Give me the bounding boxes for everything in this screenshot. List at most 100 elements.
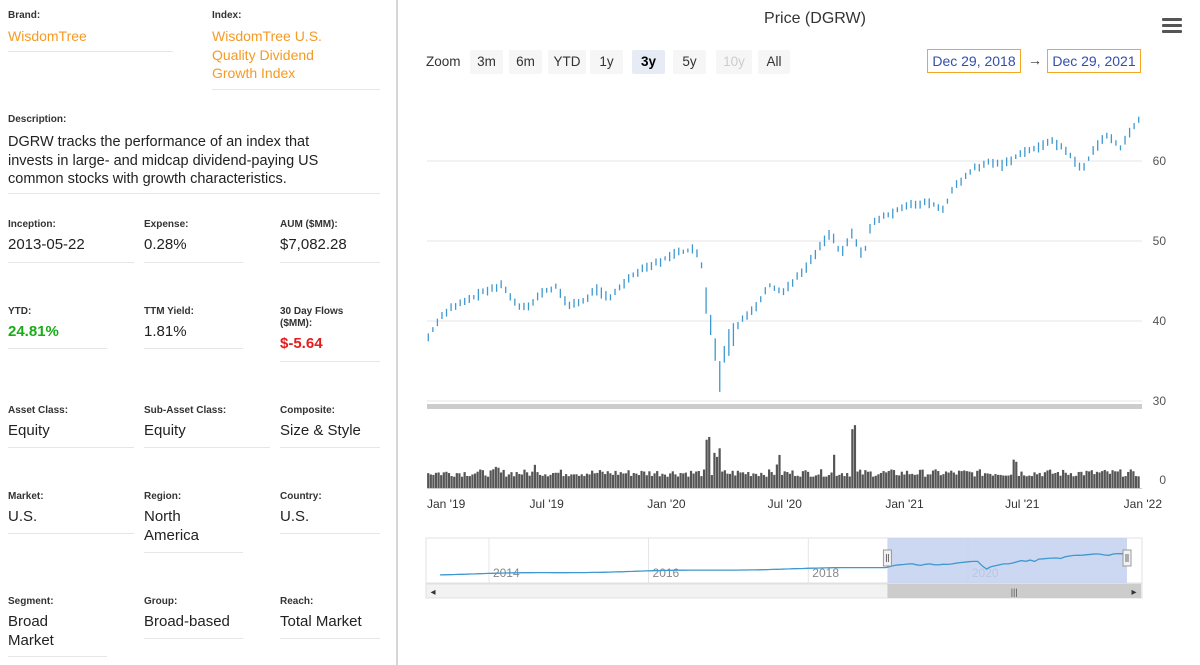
segment-line-2: Market (8, 631, 54, 649)
market-cell: Market: U.S. (8, 491, 134, 534)
volume-bar (609, 473, 612, 488)
volume-bar (1062, 469, 1065, 488)
volume-bar (1137, 476, 1140, 488)
volume-bar (809, 476, 812, 488)
reach-cell: Reach: Total Market (280, 596, 380, 639)
volume-bar (770, 472, 773, 488)
volume-bar (624, 473, 628, 488)
volume-bar (598, 470, 602, 488)
volume-bar (1090, 470, 1093, 488)
country-label: Country: (280, 491, 322, 502)
sub-asset-class-value: Equity (144, 422, 186, 439)
volume-bar (432, 474, 435, 488)
volume-bar (788, 473, 792, 488)
navigator-handle-left[interactable] (882, 549, 892, 567)
zoom-button-ytd[interactable]: YTD (548, 50, 586, 74)
description-line-2: invests in large- and midcap dividend-pa… (8, 152, 319, 169)
volume-bar (1101, 471, 1104, 488)
region-cell: Region: North America (144, 491, 243, 553)
volume-bar (918, 469, 922, 488)
expense-cell: Expense: 0.28% (144, 219, 243, 263)
volume-bar (705, 439, 708, 488)
volume-bar (653, 473, 656, 488)
volume-bar (1072, 476, 1075, 488)
volume-bar (1054, 472, 1057, 488)
navigator-handle-right[interactable] (1122, 549, 1132, 567)
ttm-yield-label: TTM Yield: (144, 306, 194, 317)
volume-bar (859, 469, 862, 488)
volume-bar (1020, 471, 1023, 488)
range-from-input[interactable]: Dec 29, 2018 (927, 49, 1021, 73)
volume-bar (1067, 474, 1070, 488)
group-label: Group: (144, 596, 178, 607)
volume-bar (905, 470, 909, 488)
country-value: U.S. (280, 508, 310, 525)
volume-bar (476, 471, 479, 488)
inception-label: Inception: (8, 219, 56, 230)
asset-class-label: Asset Class: (8, 405, 69, 416)
ttm-yield-value: 1.81% (144, 323, 187, 340)
scrollbar-left-arrow-icon[interactable]: ◂ (430, 587, 435, 598)
volume-bar (1111, 470, 1114, 488)
volume-bar (736, 470, 739, 488)
volume-bar (1004, 475, 1007, 488)
volume-bar (1119, 469, 1122, 488)
volume-bar (843, 476, 846, 488)
volume-bar (463, 472, 466, 488)
range-arrow: → (1028, 52, 1042, 68)
volume-bar (879, 472, 883, 488)
volume-bar (713, 452, 716, 488)
volume-bar (700, 476, 703, 488)
zoom-button-5y[interactable]: 5y (673, 50, 706, 74)
volume-bar (1064, 472, 1067, 488)
reach-value: Total Market (280, 613, 362, 630)
scrollbar-thumb[interactable] (887, 584, 1141, 598)
volume-bar (596, 472, 599, 488)
volume-bar (989, 473, 992, 488)
zoom-button-3y[interactable]: 3y (632, 50, 665, 74)
zoom-button-all[interactable]: All (758, 50, 790, 74)
volume-bar (965, 471, 968, 488)
volume-bar (583, 475, 586, 488)
volume-bar (718, 448, 721, 488)
volume-bar (726, 473, 729, 488)
volume-bar (999, 474, 1002, 488)
volume-bar (643, 471, 646, 488)
zoom-button-3m[interactable]: 3m (470, 50, 503, 74)
scrollbar-right-arrow-icon[interactable]: ▸ (1131, 587, 1136, 598)
volume-bar (458, 473, 461, 488)
ytd-cell: YTD: 24.81% (8, 306, 107, 349)
volume-bar (702, 469, 706, 488)
volume-bar (1108, 473, 1112, 488)
volume-bar (937, 471, 940, 488)
description-cell: Description: DGRW tracks the performance… (8, 114, 380, 194)
volume-bar (544, 474, 547, 488)
volume-bar (780, 474, 784, 488)
volume-bar (494, 466, 497, 488)
volume-bar (453, 476, 456, 488)
volume-bar (960, 471, 963, 488)
volume-bar (1043, 472, 1047, 488)
index-line-1: WisdomTree U.S. (212, 28, 322, 44)
zoom-button-1y[interactable]: 1y (590, 50, 623, 74)
index-value: WisdomTree U.S. Quality Dividend Growth … (212, 27, 380, 83)
zoom-button-6m[interactable]: 6m (509, 50, 542, 74)
volume-bar (674, 474, 677, 488)
volume-bar (1009, 474, 1013, 488)
x-axis-tick-label: Jul '19 (530, 497, 565, 511)
volume-bar (872, 476, 875, 488)
price-axis-tick-label: 30 (1153, 394, 1167, 408)
volume-bar (593, 473, 596, 488)
volume-bar (929, 474, 932, 488)
description-line-1: DGRW tracks the performance of an index … (8, 134, 310, 150)
volume-bar (552, 473, 555, 488)
region-value: North America (144, 508, 243, 545)
volume-bar (708, 436, 711, 488)
volume-bar (695, 471, 698, 488)
market-value: U.S. (8, 508, 38, 525)
volume-bar (559, 469, 563, 488)
volume-bar (1088, 471, 1091, 488)
hamburger-menu-icon[interactable] (1162, 18, 1182, 34)
range-to-input[interactable]: Dec 29, 2021 (1047, 49, 1141, 73)
price-axis-tick-label: 60 (1153, 154, 1167, 168)
